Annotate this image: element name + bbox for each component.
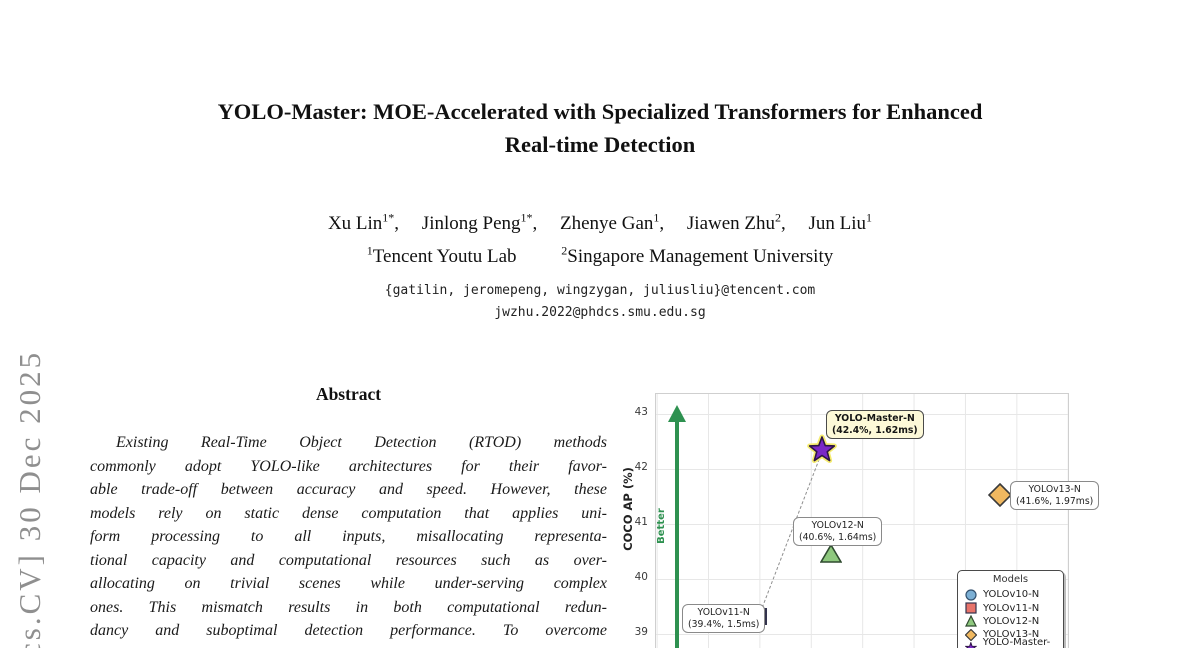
- abstract-line: dancy and suboptimal detection performan…: [90, 622, 607, 639]
- abstract-line: Existing Real-Time Object Detection (RTO…: [116, 434, 607, 451]
- paper-title-line2: Real-time Detection: [504, 132, 696, 157]
- y-tick: 42: [634, 461, 648, 473]
- email-line: jwzhu.2022@phdcs.smu.edu.sg: [494, 305, 706, 320]
- abstract-line-partial: this limitation, we propose YOLO-Master,…: [90, 643, 607, 648]
- legend-row: YOLOv11-N: [965, 601, 1056, 614]
- y-tick: 43: [634, 406, 648, 418]
- legend-row: YOLOv12-N: [965, 615, 1056, 628]
- legend-row: YOLOv10-N: [965, 588, 1056, 601]
- author: Xu Lin1*,: [327, 210, 400, 234]
- annotation-yolo-master: YOLO-Master-N (42.4%, 1.62ms): [826, 410, 924, 439]
- square-icon: [965, 602, 977, 614]
- email-line: {gatilin, jeromepeng, wingzygan, juliusl…: [384, 283, 816, 298]
- yolo-master-marker-star-icon: [807, 434, 837, 464]
- y-tick: 40: [634, 571, 648, 583]
- author: Jun Liu1: [808, 210, 873, 234]
- annotation-yolov12: YOLOv12-N (40.6%, 1.64ms): [793, 517, 883, 546]
- chart-legend: Models YOLOv10-N YOLOv11-N YOLOv12-N: [957, 570, 1064, 648]
- y-tick: 41: [634, 516, 648, 528]
- abstract-line: commonly adopt YOLO-like architectures f…: [90, 457, 607, 475]
- better-label: Better: [656, 508, 667, 544]
- abstract-body: Existing Real-Time Object Detection (RTO…: [90, 431, 607, 648]
- y-tick: 39: [634, 626, 648, 638]
- abstract-line: tional capacity and computational resour…: [90, 551, 607, 569]
- yolov12-marker-triangle-icon: [820, 544, 842, 563]
- star-icon: [965, 642, 977, 648]
- better-arrow-head-icon: [668, 405, 686, 422]
- triangle-icon: [965, 615, 977, 628]
- circle-icon: [965, 589, 977, 601]
- annotation-yolov13: YOLOv13-N (41.6%, 1.97ms): [1010, 481, 1100, 510]
- abstract-heading: Abstract: [315, 384, 382, 404]
- author: Jinlong Peng1*,: [421, 210, 538, 234]
- affiliation: 1Tencent Youtu Lab: [366, 243, 517, 267]
- legend-title: Models: [992, 574, 1029, 585]
- diamond-icon: [965, 628, 977, 641]
- affiliation-list: 1Tencent Youtu Lab 2Singapore Management…: [0, 243, 1200, 268]
- annotation-yolov11: YOLOv11-N (39.4%, 1.5ms): [682, 604, 766, 633]
- legend-row: YOLOv13-N: [965, 628, 1056, 641]
- better-arrow: [675, 420, 679, 648]
- yolov13-marker-diamond-icon: [988, 483, 1012, 507]
- legend-row: YOLO-Master-N: [965, 637, 1056, 648]
- author: Jiawen Zhu2,: [686, 210, 786, 234]
- abstract-line: able trade-off between accuracy and spee…: [90, 481, 607, 498]
- arxiv-watermark: cs.CV] 30 Dec 2025: [12, 349, 47, 648]
- author: Zhenye Gan1,: [560, 210, 665, 234]
- author-list: Xu Lin1*, Jinlong Peng1*, Zhenye Gan1, J…: [0, 210, 1200, 235]
- abstract-line: ones. This mismatch results in both comp…: [90, 598, 607, 616]
- paper-title-line1: YOLO-Master: MOE-Accelerated with Specia…: [217, 99, 983, 124]
- affiliation: 2Singapore Management University: [561, 243, 834, 267]
- y-axis-label: COCO AP (%): [621, 467, 635, 551]
- abstract-line: models rely on static dense computation …: [90, 504, 607, 522]
- abstract-line: allocating on trivial scenes while under…: [90, 575, 607, 592]
- abstract-line: form processing to all inputs, misalloca…: [90, 528, 607, 545]
